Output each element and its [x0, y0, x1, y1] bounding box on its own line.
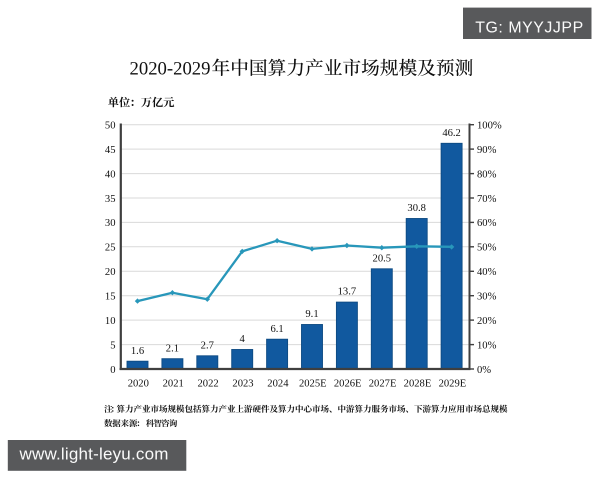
svg-text:15: 15: [105, 292, 116, 303]
svg-text:0: 0: [110, 365, 115, 376]
svg-text:20: 20: [105, 267, 116, 278]
svg-text:45: 45: [105, 145, 116, 156]
svg-text:90%: 90%: [477, 145, 497, 156]
svg-text:2.7: 2.7: [201, 340, 214, 351]
svg-text:www.light-leyu.com: www.light-leyu.com: [19, 445, 169, 464]
svg-text:100%: 100%: [477, 121, 502, 132]
svg-text:2020-2029: 2020-2029: [130, 59, 211, 80]
svg-text:2028E: 2028E: [404, 378, 432, 389]
svg-text:2022: 2022: [198, 378, 219, 389]
svg-text:10%: 10%: [477, 340, 497, 351]
svg-text:35: 35: [105, 194, 116, 205]
svg-text:20%: 20%: [477, 316, 497, 327]
svg-text:30: 30: [105, 218, 116, 229]
svg-text:25: 25: [105, 243, 116, 254]
svg-text:2029E: 2029E: [439, 378, 467, 389]
svg-text:2026E: 2026E: [334, 378, 362, 389]
svg-text:50: 50: [105, 121, 116, 132]
svg-text:TG: MYYJJPP: TG: MYYJJPP: [475, 19, 583, 36]
svg-text:9.1: 9.1: [305, 309, 318, 320]
svg-text:5: 5: [110, 340, 115, 351]
svg-text:20.5: 20.5: [373, 253, 392, 264]
svg-text:40: 40: [105, 169, 116, 180]
svg-text:70%: 70%: [477, 194, 497, 205]
svg-text:2025E: 2025E: [299, 378, 327, 389]
svg-text:2024: 2024: [267, 378, 289, 389]
svg-text:13.7: 13.7: [338, 287, 357, 298]
svg-text:30%: 30%: [477, 292, 497, 303]
svg-text:30.8: 30.8: [407, 203, 426, 214]
svg-text:4: 4: [240, 334, 246, 345]
svg-text:6.1: 6.1: [270, 324, 283, 335]
svg-text:40%: 40%: [477, 267, 497, 278]
svg-text:10: 10: [105, 316, 116, 327]
svg-text:2020: 2020: [128, 378, 149, 389]
svg-text:2027E: 2027E: [369, 378, 397, 389]
svg-text:2.1: 2.1: [166, 343, 179, 354]
svg-text:60%: 60%: [477, 218, 497, 229]
svg-text:80%: 80%: [477, 169, 497, 180]
svg-text:2021: 2021: [163, 378, 184, 389]
svg-text:1.6: 1.6: [131, 346, 144, 357]
svg-text:2023: 2023: [232, 378, 253, 389]
svg-text:46.2: 46.2: [442, 128, 461, 139]
svg-text:50%: 50%: [477, 243, 497, 254]
svg-text:0%: 0%: [477, 365, 491, 376]
